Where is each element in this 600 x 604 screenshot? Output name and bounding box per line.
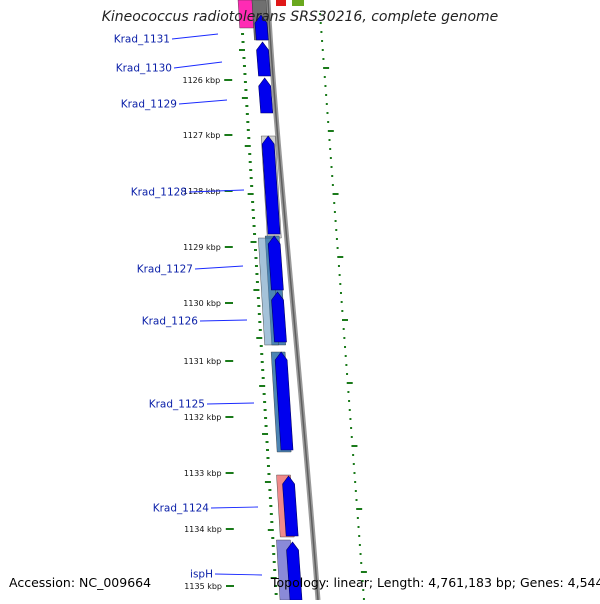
gene-leader-line [178,99,228,105]
gene-label[interactable]: Krad_1128 [131,187,187,199]
backbone-line-inner [267,0,319,601]
gene-label[interactable]: Krad_1131 [114,34,170,46]
gene-label[interactable]: Krad_1129 [121,99,177,111]
map-title: Kineococcus radiotolerans SRS30216, comp… [101,9,499,25]
gene-label[interactable]: ispH [190,569,213,581]
gene-label[interactable]: Krad_1125 [149,399,205,411]
gene-leader-line [206,402,255,405]
gene-leader-line [173,61,223,69]
gene-label[interactable]: Krad_1127 [137,264,193,276]
backbone-track [265,0,321,601]
gene-leader-line [210,506,259,509]
forward-strand-arrow [267,235,284,291]
kbp-tick-label: 1132 kbp [184,413,222,422]
gene-leader-line [171,33,219,40]
gene-leader-line [194,265,244,270]
gene-leader-line [188,189,245,193]
gc-tick-track [239,9,367,600]
accession-text: Accession: NC_009664 [9,575,152,590]
kbp-tick-label: 1126 kbp [182,76,220,85]
forward-strand-arrow [274,351,294,451]
kbp-tick-label: 1129 kbp [183,243,221,252]
kbp-tick-label: 1127 kbp [183,131,221,140]
kbp-tick-label: 1131 kbp [183,357,221,366]
gene-label[interactable]: Krad_1130 [116,63,172,75]
forward-strand-arrow [258,77,274,114]
cog-block [292,0,304,6]
forward-strand-arrow [261,135,281,235]
topology-text: Topology: linear; Length: 4,761,183 bp; … [271,575,600,590]
gene-leader-line [199,319,248,322]
gene-leader-line [214,573,263,576]
kbp-tick-label: 1133 kbp [184,469,222,478]
forward-strand-arrow [282,475,299,537]
forward-strand-arrow [286,541,303,601]
forward-strand-arrow [256,41,271,77]
kbp-tick-label: 1135 kbp [184,582,222,591]
gene-label-layer: Krad_1131 Krad_1130 Krad_1129 Krad_1128 Krad… [114,33,263,581]
gene-label[interactable]: Krad_1124 [153,503,210,515]
kbp-tick-label: 1130 kbp [183,299,221,308]
forward-strand-arrow [271,291,287,343]
forward-strand-arrow [254,14,269,41]
gene-label[interactable]: Krad_1126 [142,316,199,328]
kbp-tick-label: 1134 kbp [184,525,222,534]
feature-track [237,0,304,601]
cog-block [276,0,286,6]
